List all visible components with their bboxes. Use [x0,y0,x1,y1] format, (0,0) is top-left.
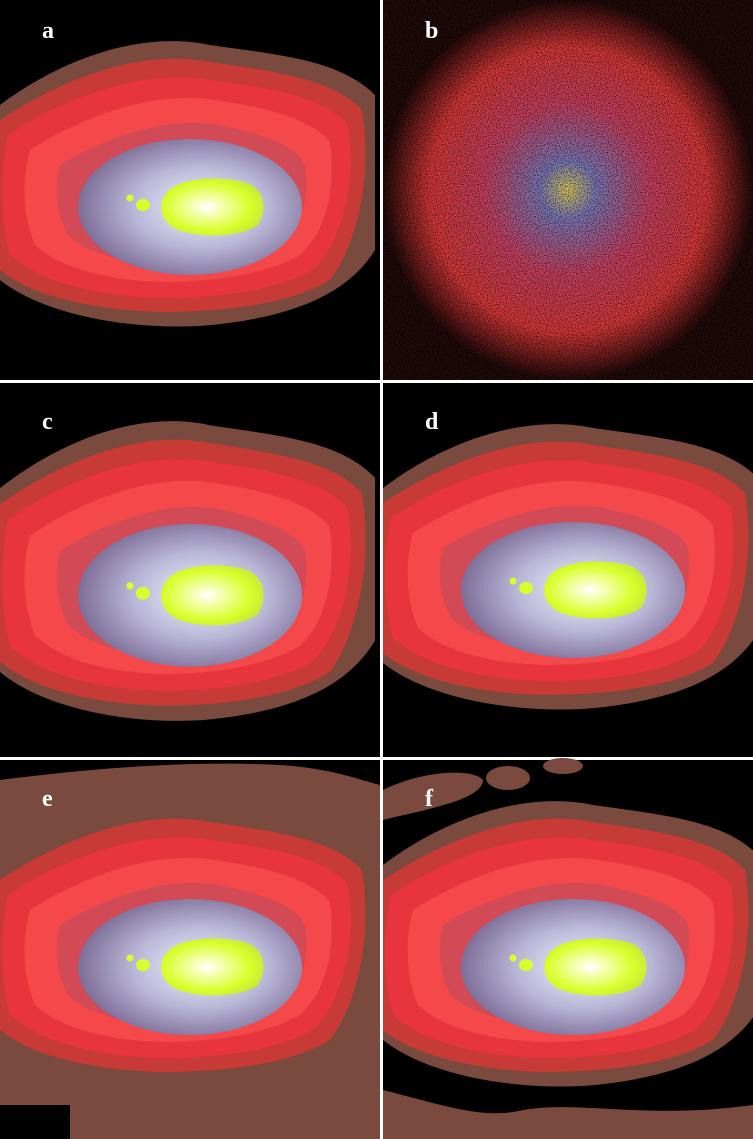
page: {"panels": [{"label": "a"}, {"label": "b… [0,0,753,1139]
galaxy-image [0,41,375,326]
panel-label: a [42,18,54,44]
panel-f: f [383,758,753,1139]
panel-e: e [0,760,380,1139]
panel-label: c [42,409,53,435]
panel-d: d [383,383,753,757]
figure: a b c d e f [0,0,753,1139]
background-patch [543,758,583,774]
galaxy-image [0,421,375,721]
panel-b: b [383,0,753,380]
galaxy-image [0,801,375,1086]
panel-label: f [425,786,434,812]
galaxy-image [383,0,753,380]
panel-label: e [42,786,53,812]
panel-c: c [0,383,380,757]
background-gap [0,1105,70,1139]
panel-a: a [0,0,380,380]
panel-label: b [425,18,438,44]
background-patch [486,766,530,790]
galaxy-image [383,801,753,1086]
panel-label: d [425,409,439,435]
galaxy-image [383,424,753,709]
